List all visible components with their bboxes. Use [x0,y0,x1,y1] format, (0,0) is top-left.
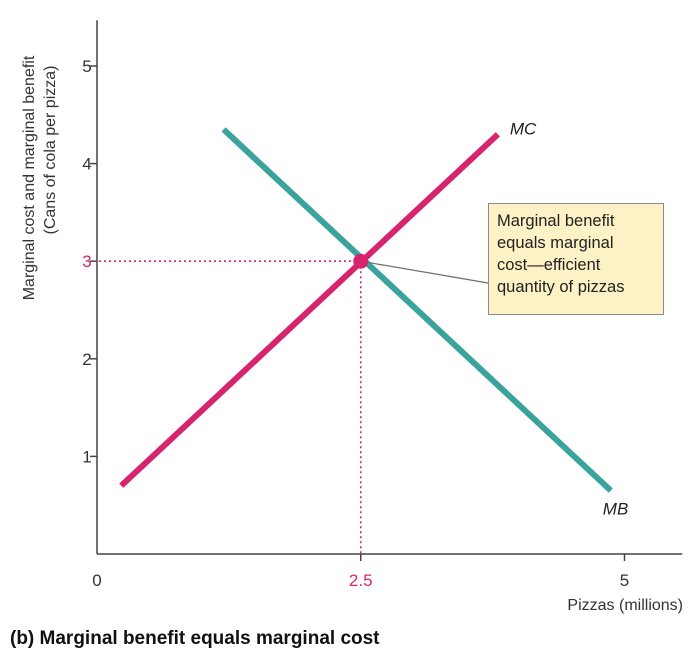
annotation-line: cost—efficient [497,256,601,274]
series-label-mb: MB [603,500,629,519]
annotation-box: Marginal benefit equals marginal cost—ef… [488,203,664,315]
labels: Marginal cost and marginal benefit (Cans… [21,55,683,614]
annotation-line: quantity of pizzas [497,278,625,296]
y-tick-label: 1 [82,447,91,466]
x-tick-label: 0 [92,571,101,590]
annotation-leader-line [360,260,489,284]
y-tick-label: 3 [82,252,91,271]
y-tick-label: 5 [82,57,91,76]
annotation-line: equals marginal [497,234,614,252]
y-tick-label: 4 [82,155,91,174]
figure-caption: (b) Marginal benefit equals marginal cos… [10,628,380,649]
y-axis-title-line2: (Cans of cola per pizza) [42,66,59,235]
axes: 0 2.5 5 1 2 3 4 5 [82,20,683,590]
series-line-mc [119,132,500,488]
equilibrium-point [353,253,369,269]
series-lines: MC MB [119,119,629,519]
x-tick-label: 2.5 [349,571,373,590]
series-label-mc: MC [510,119,537,138]
series-line-mb [221,127,613,493]
equilibrium-guides [99,260,362,554]
y-tick-label: 2 [82,350,91,369]
x-axis-title: Pizzas (millions) [567,597,683,614]
x-tick-label: 5 [620,571,629,590]
y-axis-title-line1: Marginal cost and marginal benefit [21,55,38,300]
annotation-line: Marginal benefit [497,212,615,230]
